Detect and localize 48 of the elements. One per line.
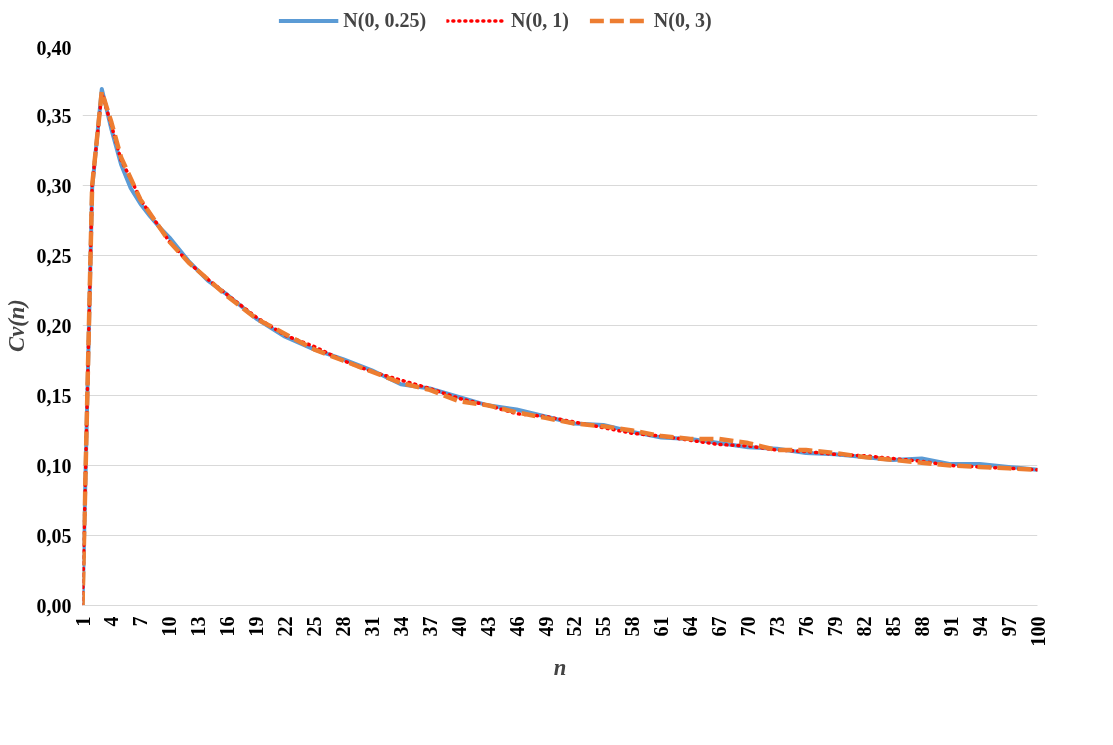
y-tick-label: 0,00: [36, 594, 72, 617]
y-tick-label: 0,30: [36, 174, 72, 197]
y-tick-label: 0,05: [36, 524, 72, 547]
x-tick-label: 43: [476, 616, 499, 637]
x-tick-label: 73: [766, 616, 789, 637]
x-tick-label: 52: [563, 616, 586, 637]
x-tick-label: 46: [505, 616, 528, 637]
y-tick-label: 0,40: [36, 36, 72, 59]
x-tick-label: 91: [939, 616, 962, 637]
x-tick-label: 16: [216, 616, 239, 637]
y-tick-label: 0,15: [36, 384, 72, 407]
x-tick-label: 13: [187, 616, 210, 637]
x-tick-label: 10: [158, 616, 181, 637]
x-tick-label: 97: [997, 616, 1020, 637]
x-tick-label: 22: [274, 616, 297, 637]
x-tick-label: 1: [71, 616, 94, 627]
legend-label: N(0, 3): [653, 8, 712, 32]
x-tick-label: 70: [737, 616, 760, 637]
x-tick-label: 28: [331, 616, 354, 637]
x-tick-label: 64: [679, 616, 702, 637]
x-tick-label: 37: [418, 616, 441, 637]
x-tick-label: 58: [621, 616, 644, 637]
x-tick-label: 67: [708, 616, 731, 637]
x-tick-label: 34: [389, 616, 412, 637]
x-tick-label: 49: [534, 616, 557, 637]
x-tick-label: 61: [650, 616, 673, 637]
x-tick-label: 85: [881, 616, 904, 637]
y-tick-label: 0,20: [36, 314, 72, 337]
y-tick-label: 0,10: [36, 454, 72, 477]
x-tick-label: 100: [1026, 616, 1049, 647]
x-axis-title: n: [553, 654, 567, 680]
x-tick-label: 4: [100, 616, 123, 627]
x-tick-label: 7: [129, 616, 152, 627]
x-tick-label: 88: [910, 616, 933, 637]
x-tick-label: 82: [852, 616, 875, 637]
x-tick-label: 19: [245, 616, 268, 637]
x-tick-label: 76: [794, 616, 817, 637]
x-tick-label: 94: [968, 616, 991, 637]
x-tick-label: 55: [592, 616, 615, 637]
legend-label: N(0, 1): [511, 8, 569, 32]
y-tick-label: 0,35: [36, 104, 72, 127]
x-tick-label: 40: [447, 616, 470, 637]
y-axis-title: Cv(n): [3, 299, 29, 352]
x-tick-label: 31: [360, 616, 383, 637]
x-tick-label: 79: [823, 616, 846, 637]
y-tick-label: 0,25: [36, 244, 72, 267]
x-tick-label: 25: [303, 616, 326, 637]
legend-label: N(0, 0.25): [343, 8, 427, 32]
